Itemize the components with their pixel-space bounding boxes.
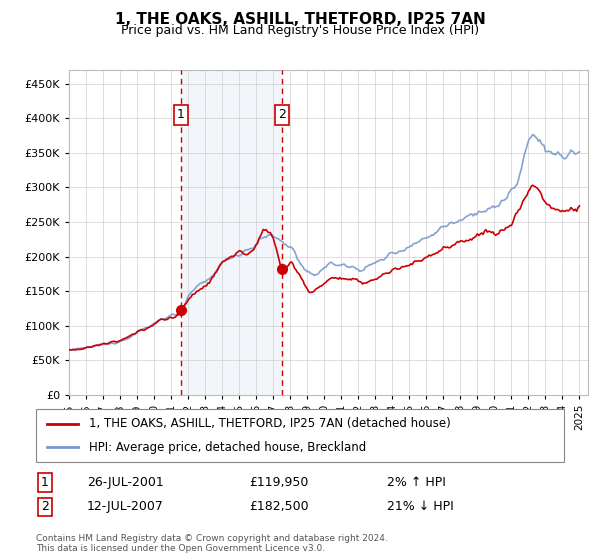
Text: 1, THE OAKS, ASHILL, THETFORD, IP25 7AN: 1, THE OAKS, ASHILL, THETFORD, IP25 7AN (115, 12, 485, 27)
Text: 1: 1 (41, 476, 49, 489)
Text: HPI: Average price, detached house, Breckland: HPI: Average price, detached house, Brec… (89, 441, 366, 454)
Text: £182,500: £182,500 (249, 500, 308, 514)
Text: 26-JUL-2001: 26-JUL-2001 (87, 476, 164, 489)
Text: Contains HM Land Registry data © Crown copyright and database right 2024.
This d: Contains HM Land Registry data © Crown c… (36, 534, 388, 553)
Text: 1, THE OAKS, ASHILL, THETFORD, IP25 7AN (detached house): 1, THE OAKS, ASHILL, THETFORD, IP25 7AN … (89, 417, 451, 430)
Text: 2: 2 (41, 500, 49, 514)
Text: £119,950: £119,950 (249, 476, 308, 489)
Text: 2% ↑ HPI: 2% ↑ HPI (387, 476, 446, 489)
Text: 21% ↓ HPI: 21% ↓ HPI (387, 500, 454, 514)
FancyBboxPatch shape (36, 409, 564, 462)
Text: 12-JUL-2007: 12-JUL-2007 (87, 500, 164, 514)
Text: 2: 2 (278, 109, 286, 122)
Text: 1: 1 (177, 109, 185, 122)
Bar (181, 70, 282, 395)
Text: Price paid vs. HM Land Registry's House Price Index (HPI): Price paid vs. HM Land Registry's House … (121, 24, 479, 36)
